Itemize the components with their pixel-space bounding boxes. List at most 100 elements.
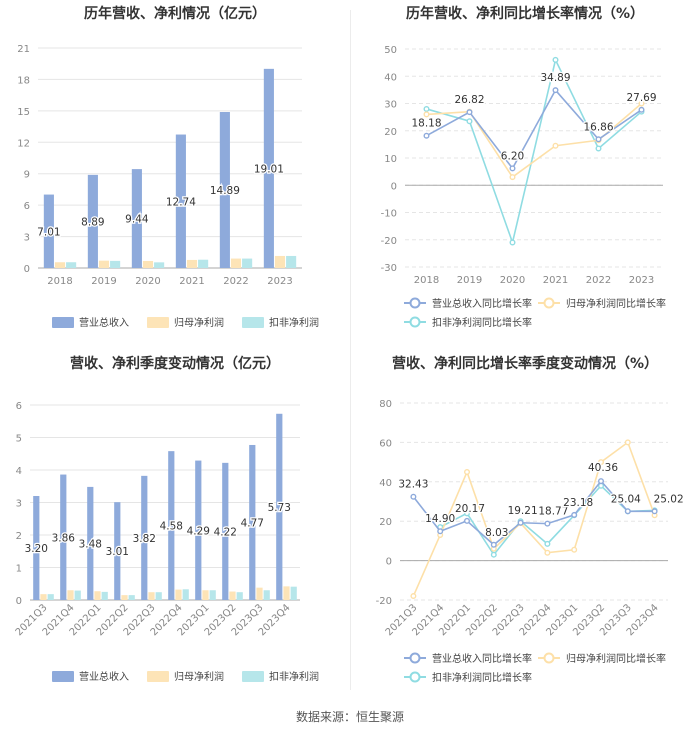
bar bbox=[87, 174, 98, 268]
bar bbox=[286, 255, 297, 268]
legend-swatch bbox=[52, 671, 74, 682]
y-tick-label: 2 bbox=[16, 531, 22, 542]
legend-swatch bbox=[242, 671, 264, 682]
y-tick-label: 6 bbox=[16, 401, 22, 412]
legend-swatch bbox=[147, 317, 169, 328]
bar bbox=[98, 260, 110, 268]
quarterly-growth-chart: 营收、净利同比增长率季度变动情况（%） -20 0 20 40 60 80 2021Q3 202… bbox=[350, 350, 700, 700]
data-label: 4.77 bbox=[241, 517, 264, 529]
point bbox=[595, 136, 602, 143]
annual-revenue-profit-chart: 历年营收、净利情况（亿元） 0 3 6 9 12 15 18 21 2018 2019 2020 202… bbox=[0, 0, 350, 350]
data-label: 5.73 bbox=[268, 502, 291, 514]
data-label: 25.02 bbox=[654, 493, 684, 505]
bar bbox=[114, 502, 121, 600]
bar bbox=[121, 595, 128, 600]
annual-growth-chart: 历年营收、净利同比增长率情况（%） -30 -20 -10 0 10 20 30 40 50 201… bbox=[350, 0, 700, 350]
annual-revenue-profit-svg: 历年营收、净利情况（亿元） 0 3 6 9 12 15 18 21 2018 2019 2020 202… bbox=[17, 5, 319, 329]
data-label: 26.82 bbox=[454, 94, 484, 106]
y-tick-label: -10 bbox=[381, 209, 397, 220]
y-tick-label: 10 bbox=[384, 154, 397, 165]
point bbox=[624, 439, 631, 446]
point bbox=[463, 468, 470, 475]
bar bbox=[40, 594, 47, 600]
point bbox=[638, 106, 645, 113]
data-label: 6.20 bbox=[501, 150, 524, 162]
point bbox=[509, 165, 516, 172]
bar bbox=[229, 591, 236, 600]
data-label: 9.44 bbox=[125, 214, 149, 226]
y-tick-label: 6 bbox=[24, 201, 30, 212]
data-label: 19.01 bbox=[254, 163, 284, 175]
x-tick-label: 2023 bbox=[267, 276, 292, 287]
point bbox=[544, 520, 551, 527]
data-label: 14.89 bbox=[210, 185, 240, 197]
legend-marker bbox=[409, 652, 421, 664]
legend-marker bbox=[409, 671, 421, 683]
y-tick-label: 50 bbox=[384, 45, 397, 56]
x-tick-label: 2020 bbox=[135, 276, 160, 287]
bar bbox=[263, 590, 270, 600]
point bbox=[571, 546, 578, 553]
point bbox=[597, 478, 604, 485]
bar bbox=[290, 586, 297, 600]
bar bbox=[67, 590, 74, 600]
point bbox=[651, 508, 658, 515]
data-label: 20.17 bbox=[455, 503, 485, 515]
bar bbox=[230, 258, 242, 268]
chart-title: 营收、净利季度变动情况（亿元） bbox=[70, 355, 280, 372]
annual-growth-svg: 历年营收、净利同比增长率情况（%） -30 -20 -10 0 10 20 30 40 50 201… bbox=[381, 5, 666, 329]
y-tick-label: 1 bbox=[16, 564, 22, 575]
bar bbox=[128, 595, 135, 600]
data-label: 40.36 bbox=[588, 462, 618, 474]
data-label: 3.20 bbox=[25, 543, 48, 555]
data-label: 8.89 bbox=[81, 216, 104, 228]
point bbox=[624, 508, 631, 515]
y-tick-label: 0 bbox=[391, 181, 397, 192]
bar bbox=[198, 259, 209, 268]
y-tick-label: 3 bbox=[16, 499, 22, 510]
point bbox=[463, 510, 470, 517]
point bbox=[552, 56, 559, 63]
point bbox=[466, 109, 473, 116]
y-tick-label: 4 bbox=[16, 466, 22, 477]
legend-swatch bbox=[242, 317, 264, 328]
bar bbox=[110, 260, 121, 268]
y-tick-label: 0 bbox=[24, 264, 30, 275]
legend-label: 营业总收入 bbox=[79, 316, 129, 329]
point bbox=[552, 87, 559, 94]
data-label: 3.82 bbox=[133, 533, 156, 545]
legend-label: 归母净利润同比增长率 bbox=[566, 652, 666, 665]
legend-label: 扣非净利润 bbox=[269, 670, 319, 683]
data-label: 3.01 bbox=[106, 546, 129, 558]
data-label: 19.21 bbox=[508, 505, 538, 517]
chart-title: 营收、净利同比增长率季度变动情况（%） bbox=[392, 355, 658, 372]
y-tick-label: 40 bbox=[379, 478, 392, 489]
legend-label: 归母净利润 bbox=[174, 670, 224, 683]
point bbox=[597, 459, 604, 466]
bar bbox=[263, 68, 274, 268]
bar bbox=[283, 586, 290, 600]
quarterly-growth-svg: 营收、净利同比增长率季度变动情况（%）-200204060802021Q3202… bbox=[376, 355, 685, 684]
bar bbox=[175, 134, 186, 268]
legend-label: 营业总收入同比增长率 bbox=[432, 652, 532, 665]
x-tick-label: 2022 bbox=[586, 275, 611, 286]
bar bbox=[242, 258, 253, 268]
legend-label: 扣非净利润 bbox=[269, 316, 319, 329]
bar bbox=[148, 592, 155, 600]
series-line bbox=[412, 441, 656, 597]
point bbox=[423, 105, 430, 112]
x-tick-label: 2021 bbox=[179, 276, 204, 287]
chart-title: 历年营收、净利同比增长率情况（%） bbox=[406, 5, 644, 22]
legend-marker bbox=[543, 652, 555, 664]
x-tick-label: 2022 bbox=[223, 276, 248, 287]
point bbox=[517, 519, 524, 526]
panel-divider bbox=[350, 10, 351, 690]
bar bbox=[142, 260, 154, 268]
y-tick-label: 0 bbox=[386, 557, 392, 568]
data-label: 8.03 bbox=[485, 527, 508, 539]
series-line bbox=[426, 57, 643, 246]
legend-swatch bbox=[52, 317, 74, 328]
bar bbox=[131, 169, 142, 268]
legend-label: 营业总收入同比增长率 bbox=[432, 297, 532, 310]
y-tick-label: 80 bbox=[379, 399, 392, 410]
